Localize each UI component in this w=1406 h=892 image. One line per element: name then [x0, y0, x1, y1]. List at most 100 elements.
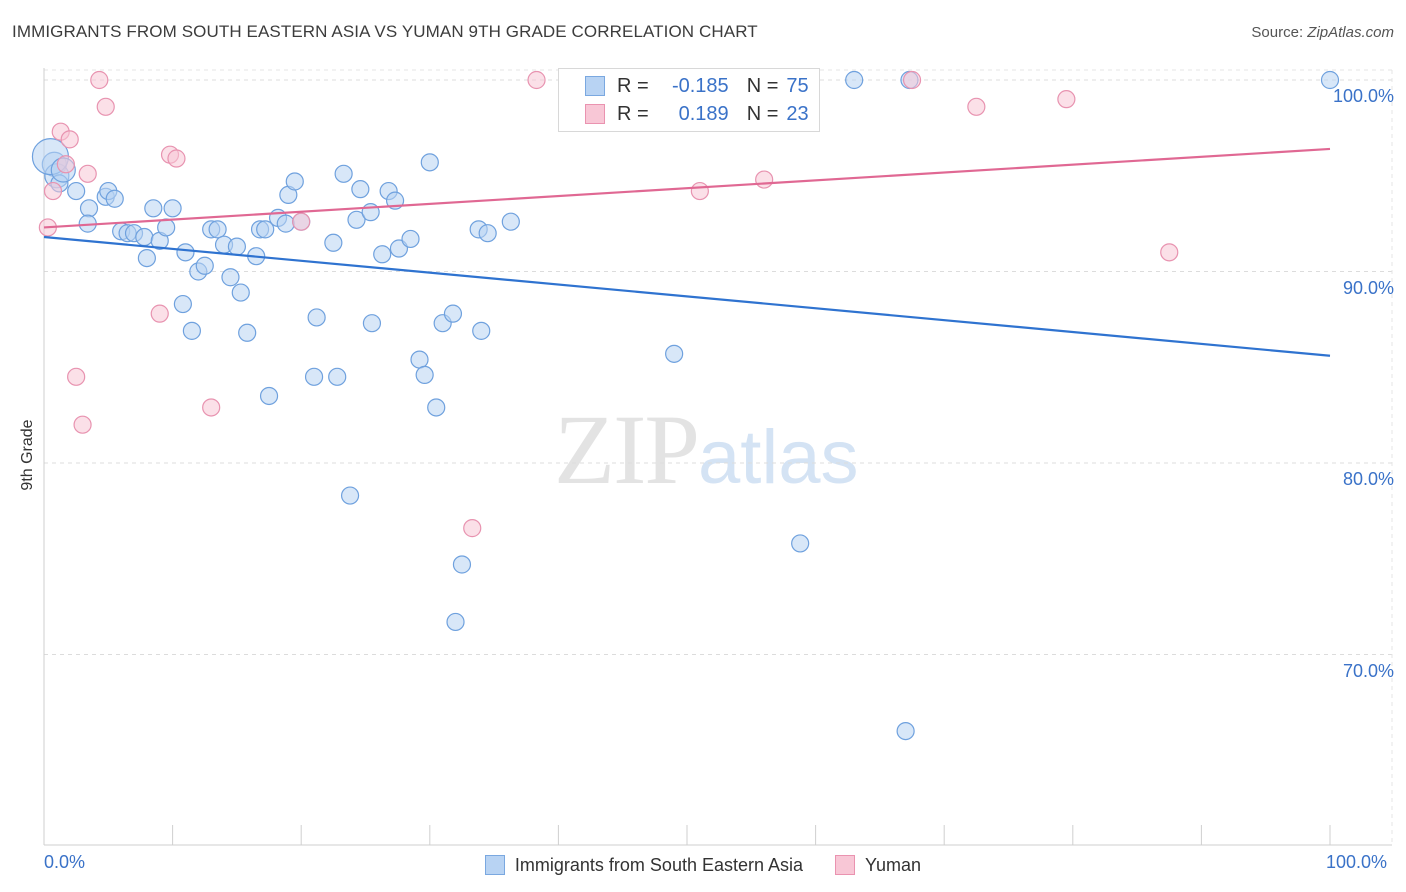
y-tick-label: 90.0% — [1342, 277, 1394, 298]
point-yuman — [527, 70, 546, 90]
legend-item-label: Yuman — [865, 854, 922, 875]
legend-n-value: 75 — [786, 74, 809, 97]
x-tick-label-max: 100.0% — [1326, 852, 1388, 872]
legend-n-label: N = — [746, 74, 779, 97]
point-immigrants — [227, 237, 246, 256]
y-tick-label: 80.0% — [1342, 469, 1394, 489]
point-immigrants — [362, 314, 382, 333]
legend-n-value: 23 — [786, 102, 809, 125]
point-immigrants — [472, 321, 491, 340]
legend-row-yuman[interactable]: R = 0.189 N = 23 — [559, 99, 809, 129]
point-immigrants — [176, 243, 195, 262]
point-yuman — [755, 170, 774, 189]
point-yuman — [202, 398, 221, 417]
point-immigrants — [307, 308, 326, 327]
legend-n-label: N = — [746, 102, 779, 125]
legend-row-immigrants[interactable]: R = -0.185 N = 75 — [559, 71, 809, 101]
legend-swatch-pink — [585, 104, 605, 124]
point-immigrants — [427, 398, 446, 417]
point-immigrants — [334, 164, 353, 183]
source-label: Source: — [1251, 24, 1308, 41]
point-immigrants — [231, 283, 250, 302]
point-immigrants — [351, 180, 370, 199]
axes — [43, 68, 1392, 846]
point-immigrants — [1320, 70, 1340, 90]
point-immigrants — [173, 294, 192, 314]
point-yuman — [96, 97, 115, 116]
legend-item-label: Immigrants from South Eastern Asia — [514, 854, 804, 875]
point-immigrants — [144, 199, 163, 218]
point-immigrants — [452, 555, 472, 574]
point-yuman — [43, 181, 63, 201]
point-immigrants — [443, 304, 463, 323]
point-yuman — [90, 70, 109, 90]
source-credit: Source: ZipAtlas.com — [1251, 24, 1394, 41]
point-immigrants — [157, 218, 176, 237]
point-immigrants — [105, 189, 124, 208]
point-immigrants — [347, 210, 366, 229]
watermark-atlas: atlas — [698, 415, 859, 500]
point-immigrants — [195, 256, 214, 275]
source-link[interactable]: ZipAtlas.com — [1307, 24, 1394, 41]
y-axis-label: 9th Grade — [19, 419, 36, 491]
y-tick-label: 70.0% — [1342, 660, 1394, 681]
point-immigrants — [256, 220, 275, 239]
point-immigrants — [410, 350, 429, 369]
point-immigrants — [328, 367, 347, 386]
point-immigrants — [373, 245, 392, 264]
point-immigrants — [304, 367, 324, 386]
legend-r-value: 0.189 — [678, 102, 729, 125]
point-immigrants — [420, 153, 439, 172]
point-immigrants — [501, 212, 520, 231]
point-immigrants — [79, 199, 99, 218]
stats-legend: R = -0.185 N = 75 R = 0.189 N = 23 — [558, 68, 820, 132]
point-yuman — [292, 212, 311, 231]
point-immigrants — [340, 486, 360, 505]
point-immigrants — [401, 229, 420, 249]
point-immigrants — [238, 323, 257, 342]
legend-r-label: R = — [617, 74, 649, 97]
trend-line-yuman — [43, 147, 1331, 229]
series-yuman-points — [38, 70, 1179, 538]
point-yuman — [67, 367, 86, 386]
point-immigrants — [324, 233, 343, 252]
x-tick-label-min: 0.0% — [44, 852, 86, 872]
point-yuman — [60, 130, 79, 149]
point-immigrants — [208, 220, 227, 239]
legend-swatch-pink — [835, 855, 856, 875]
legend-r-value: -0.185 — [671, 74, 729, 97]
point-immigrants — [415, 365, 434, 385]
point-yuman — [56, 155, 75, 174]
point-yuman — [78, 164, 97, 183]
point-immigrants — [137, 248, 156, 268]
trend-lines — [43, 147, 1331, 357]
point-immigrants — [259, 386, 279, 406]
point-yuman — [1057, 90, 1076, 109]
legend-r-label: R = — [617, 102, 649, 125]
point-yuman — [967, 97, 986, 116]
point-immigrants — [845, 70, 864, 90]
point-immigrants — [478, 224, 497, 243]
point-yuman — [1160, 243, 1179, 262]
series-immigrants-points — [31, 70, 1340, 741]
watermark: ZIPatlas — [554, 400, 859, 500]
point-immigrants — [665, 344, 684, 363]
point-immigrants — [67, 181, 86, 201]
point-immigrants — [182, 321, 201, 340]
point-immigrants — [163, 199, 182, 218]
legend-swatch-blue — [585, 76, 605, 96]
point-immigrants — [791, 534, 810, 553]
point-yuman — [463, 519, 482, 538]
watermark-zip: ZIP — [554, 394, 700, 505]
y-tick-label: 100.0% — [1332, 86, 1394, 106]
point-immigrants — [446, 612, 465, 632]
point-immigrants — [896, 721, 915, 741]
point-immigrants — [135, 227, 154, 247]
point-immigrants — [276, 214, 295, 233]
grid-lines — [44, 69, 1393, 845]
legend-swatch-blue — [484, 855, 505, 875]
legend-item-immigrants[interactable]: Immigrants from South Eastern Asia — [484, 854, 804, 876]
chart-title: IMMIGRANTS FROM SOUTH EASTERN ASIA VS YU… — [12, 22, 758, 41]
legend-item-yuman[interactable]: Yuman — [835, 855, 921, 876]
